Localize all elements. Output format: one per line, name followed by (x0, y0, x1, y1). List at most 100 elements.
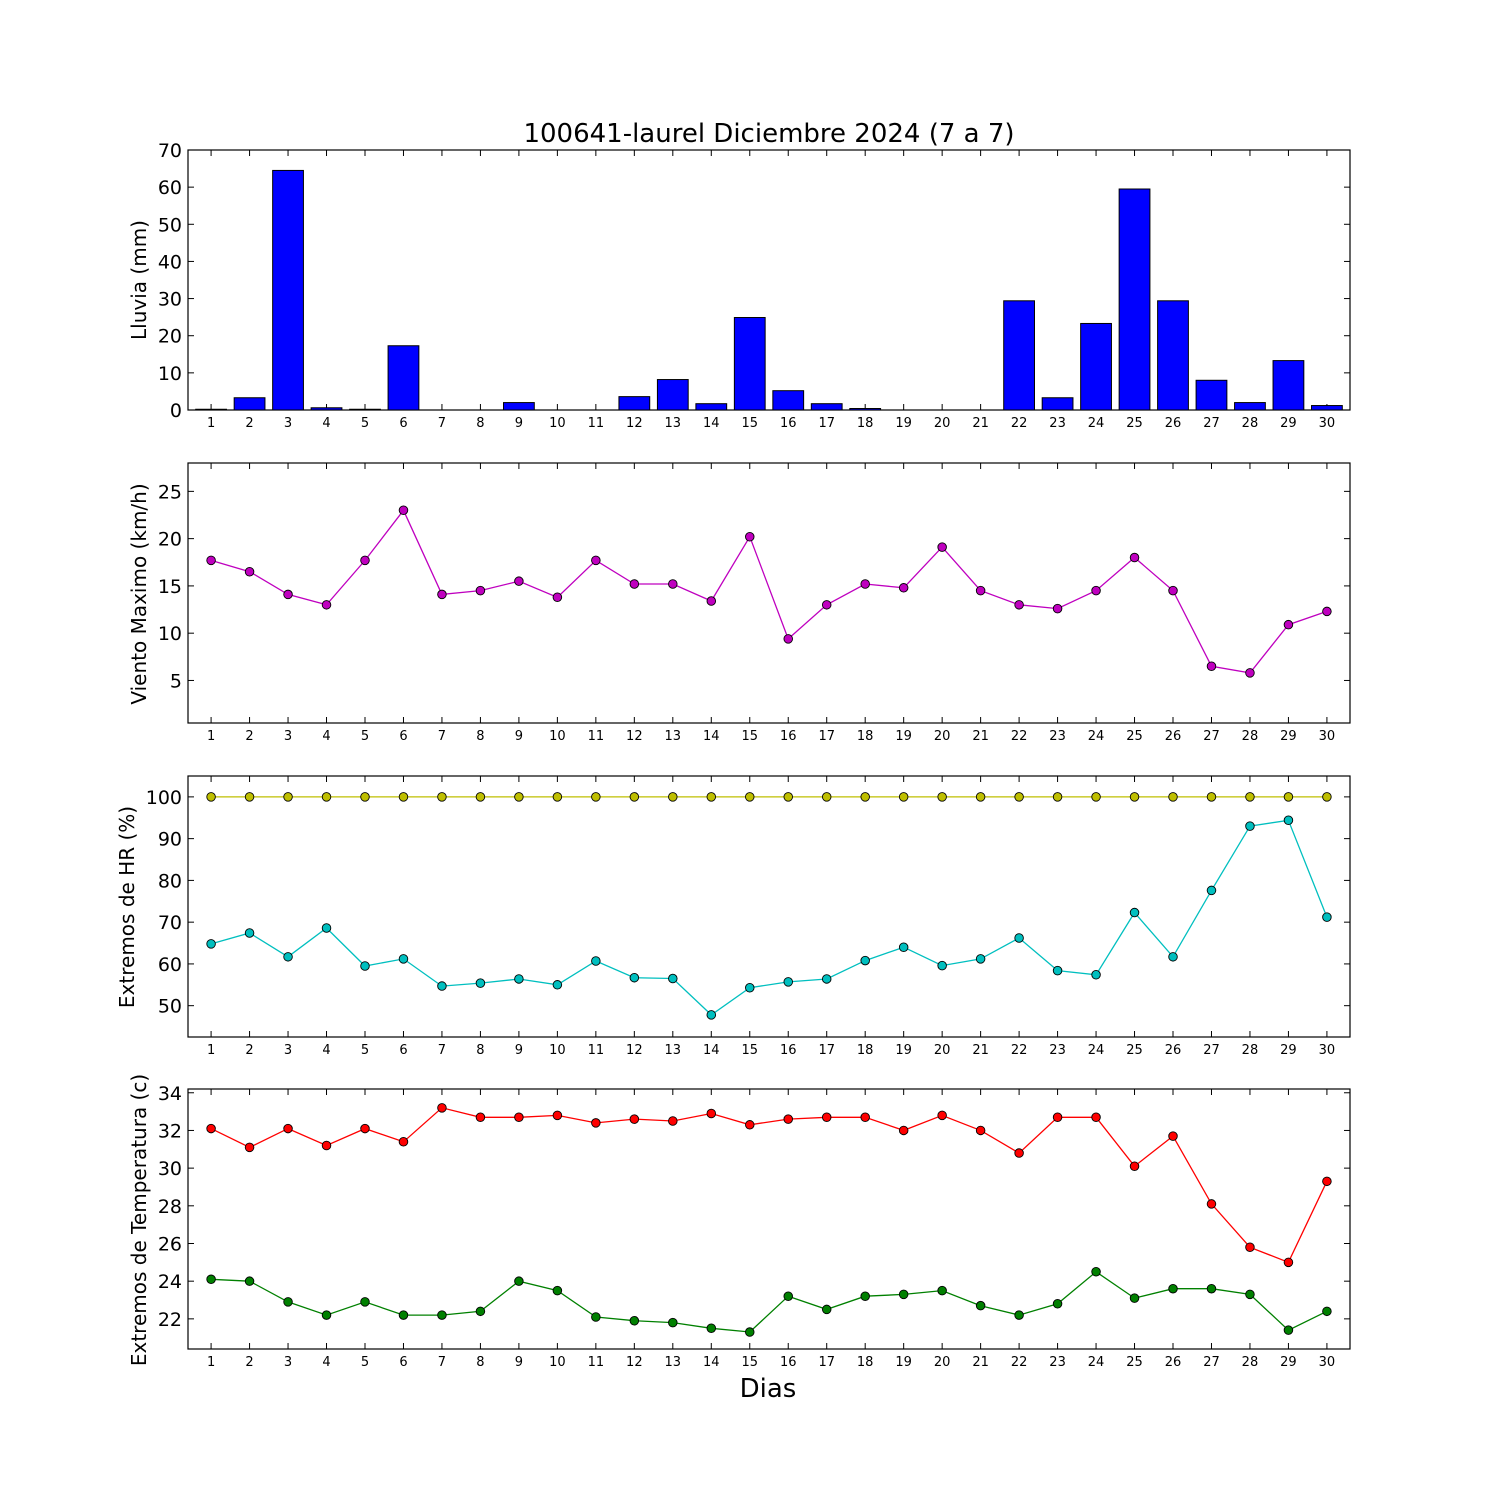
wind-series-0-point (552, 592, 563, 603)
rain-bar (233, 397, 266, 411)
temperature-xtick-label: 29 (1280, 1355, 1297, 1370)
rain-xtick-label: 14 (703, 416, 720, 431)
humidity-ylabel: Extremos de HR (%) (115, 806, 139, 1008)
temperature-xtick-label: 28 (1242, 1355, 1259, 1370)
rain-xtick-label: 15 (741, 416, 758, 431)
temperature-series-0-point (1245, 1242, 1255, 1253)
temperature-series-0-point (1168, 1131, 1178, 1141)
wind-xtick-label: 15 (741, 729, 758, 744)
temperature-xlabel: Dias (740, 1374, 797, 1404)
humidity-series-1-point (1091, 970, 1101, 980)
humidity-series-1-point (937, 960, 947, 971)
humidity-ytick-label: 80 (158, 870, 182, 892)
rain-ytick-label: 0 (170, 400, 182, 422)
rain-ytick-label: 20 (158, 326, 182, 348)
temperature-xtick-label: 4 (322, 1355, 330, 1370)
wind-series-0-point (1245, 668, 1255, 678)
temperature-xtick-label: 16 (780, 1355, 797, 1370)
wind-xtick-label: 11 (588, 729, 605, 744)
wind-series-0-point (283, 589, 293, 600)
humidity-series-0-point (745, 792, 755, 802)
temperature-series-1-point (206, 1274, 216, 1285)
rain-bar (387, 345, 420, 411)
temperature-series-1-point (475, 1306, 486, 1317)
chart-title: 100641-laurel Diciembre 2024 (7 a 7) (523, 119, 1014, 149)
humidity-series-1-point (1245, 821, 1255, 831)
rain-xtick-label: 8 (476, 416, 484, 431)
temperature-series-0-point (1014, 1148, 1024, 1158)
rain-xtick-label: 17 (818, 416, 835, 431)
humidity-series-0-point (1014, 792, 1024, 802)
rain-ylabel: Lluvia (mm) (127, 220, 151, 340)
temperature-series-0-point (591, 1118, 601, 1128)
wind-series-0-point (898, 583, 909, 593)
temperature-xtick-label: 30 (1319, 1355, 1336, 1370)
rain-xtick-label: 5 (361, 416, 369, 431)
humidity-series-1-point (1014, 933, 1024, 943)
temperature-series-1-point (1283, 1325, 1294, 1335)
wind-series-0-point (1091, 585, 1101, 596)
humidity-series-0-point (360, 792, 370, 802)
temperature-series-0-point (668, 1116, 678, 1126)
wind-ytick-label: 20 (158, 529, 182, 551)
temperature-panel: Extremos de Temperatura (c) Dias 2224262… (127, 1074, 1351, 1404)
wind-xtick-label: 21 (972, 729, 989, 744)
temperature-series-0-point (1206, 1199, 1217, 1209)
wind-ytick-label: 10 (158, 623, 182, 645)
temperature-xtick-label: 9 (515, 1355, 523, 1370)
wind-xtick-label: 27 (1203, 729, 1220, 744)
rain-xtick-label: 21 (972, 416, 989, 431)
rain-bar (1311, 405, 1343, 411)
wind-series-0-point (668, 579, 678, 589)
humidity-xtick-label: 13 (665, 1043, 682, 1058)
wind-series-0-point (745, 531, 755, 542)
humidity-series-1-point (629, 972, 640, 983)
rain-bar (1080, 322, 1112, 411)
temperature-ytick-label: 34 (158, 1083, 182, 1105)
temperature-xtick-label: 21 (972, 1355, 989, 1370)
rain-bar (772, 390, 805, 411)
humidity-xtick-label: 7 (438, 1043, 446, 1058)
humidity-series-0-point (206, 792, 216, 802)
wind-series-0-point (975, 585, 986, 596)
temperature-xtick-label: 11 (588, 1355, 605, 1370)
temperature-plot-frame (187, 1088, 1351, 1350)
humidity-series-1-point (1283, 815, 1294, 826)
wind-series-0-point (1283, 619, 1294, 630)
humidity-series-0-point (283, 792, 293, 802)
wind-xtick-label: 13 (665, 729, 682, 744)
temperature-series-0-point (745, 1120, 755, 1130)
humidity-series-1-point (783, 977, 793, 987)
temperature-xtick-label: 1 (207, 1355, 215, 1370)
rain-xtick-label: 27 (1203, 416, 1220, 431)
temperature-series-1-point (283, 1297, 293, 1307)
humidity-series-1-point (552, 980, 563, 990)
rain-xtick-label: 3 (284, 416, 292, 431)
wind-series-0-point (629, 579, 640, 589)
temperature-xtick-label: 5 (361, 1355, 369, 1370)
wind-xtick-label: 1 (207, 729, 215, 744)
humidity-series-1-point (437, 981, 447, 991)
humidity-xtick-label: 19 (895, 1043, 912, 1058)
rain-xtick-label: 13 (665, 416, 682, 431)
rain-xtick-label: 23 (1049, 416, 1066, 431)
wind-ytick-label: 5 (170, 670, 182, 692)
humidity-series-1-point (745, 982, 755, 993)
temperature-series-1-point (668, 1317, 678, 1328)
wind-series-0-point (937, 542, 947, 552)
temperature-series-1-point (898, 1289, 909, 1300)
humidity-xtick-label: 30 (1319, 1043, 1336, 1058)
wind-series-0-point (321, 600, 332, 610)
rain-xtick-label: 6 (399, 416, 407, 431)
humidity-xtick-label: 17 (818, 1043, 835, 1058)
rain-xtick-label: 12 (626, 416, 643, 431)
temperature-series-0-point (1322, 1176, 1332, 1187)
humidity-series-1-point (244, 928, 255, 938)
wind-xtick-label: 23 (1049, 729, 1066, 744)
wind-series-0-point (706, 596, 717, 606)
temperature-series-1-point (1129, 1293, 1140, 1303)
humidity-series-1-point (475, 978, 486, 988)
